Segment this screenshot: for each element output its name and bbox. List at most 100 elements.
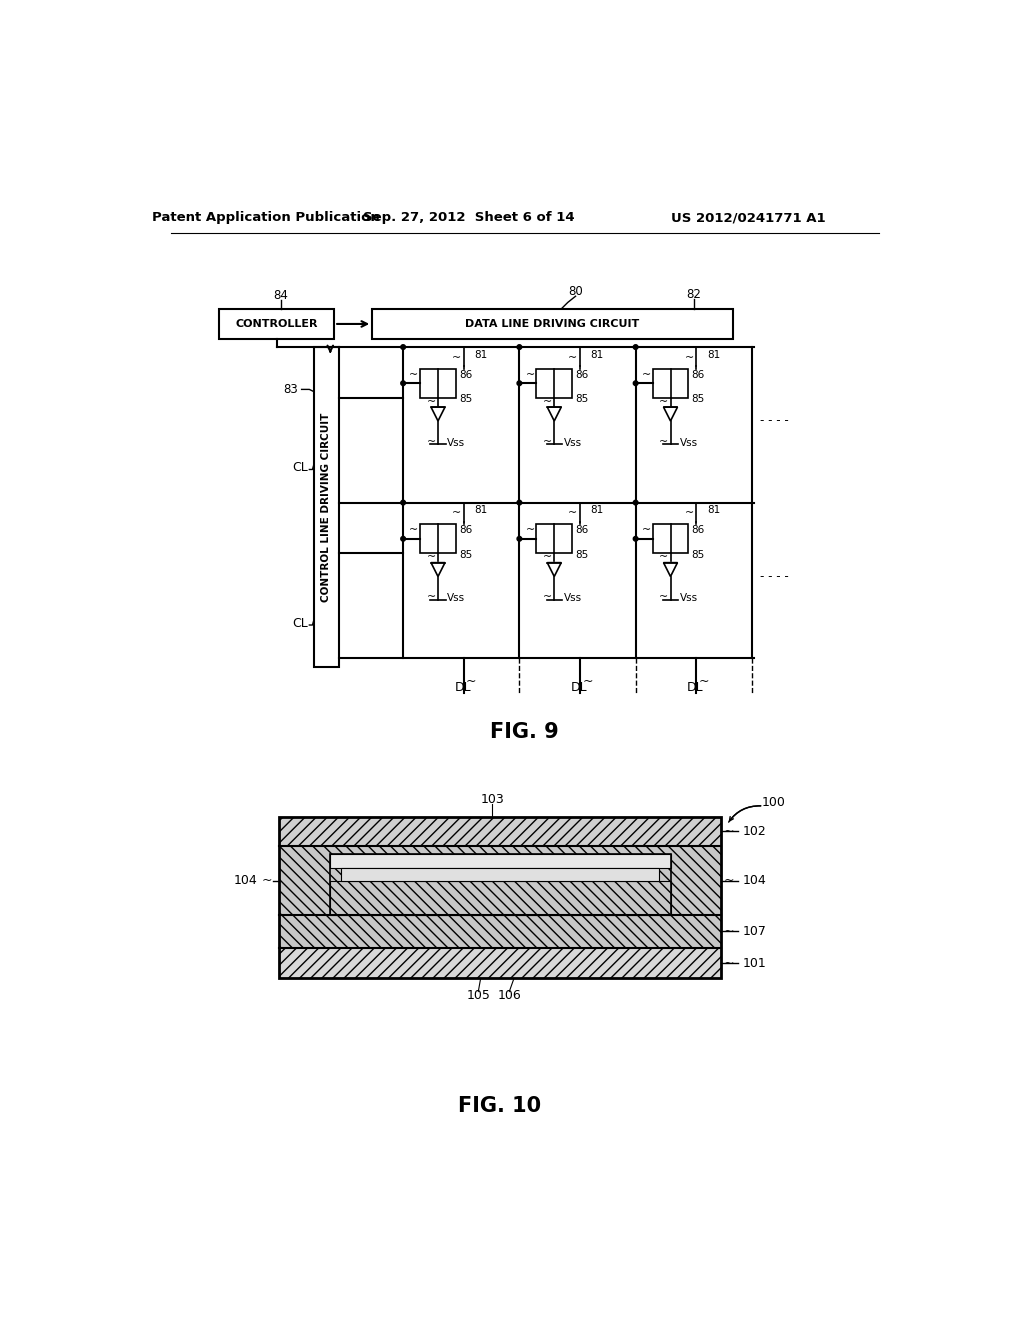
Bar bbox=[314, 347, 339, 667]
Circle shape bbox=[517, 381, 521, 385]
Text: 81: 81 bbox=[591, 506, 604, 515]
Text: 81: 81 bbox=[474, 506, 487, 515]
Text: 85: 85 bbox=[575, 550, 589, 560]
Text: Vss: Vss bbox=[680, 437, 698, 447]
Text: 86: 86 bbox=[459, 525, 472, 536]
Text: - - - -: - - - - bbox=[760, 414, 788, 428]
Circle shape bbox=[633, 536, 638, 541]
Bar bbox=[219, 309, 334, 339]
Text: 104: 104 bbox=[233, 874, 257, 887]
Circle shape bbox=[400, 536, 406, 541]
Text: 86: 86 bbox=[575, 370, 589, 380]
Text: Sep. 27, 2012  Sheet 6 of 14: Sep. 27, 2012 Sheet 6 of 14 bbox=[364, 211, 574, 224]
Text: Vss: Vss bbox=[563, 437, 582, 447]
Text: ~: ~ bbox=[410, 525, 419, 536]
Text: ~: ~ bbox=[658, 397, 669, 407]
Bar bbox=[280, 915, 721, 948]
Text: 85: 85 bbox=[459, 550, 472, 560]
Text: ~: ~ bbox=[642, 370, 651, 380]
Text: 86: 86 bbox=[459, 370, 472, 380]
Text: 80: 80 bbox=[568, 285, 583, 298]
Text: CL: CL bbox=[292, 616, 308, 630]
Circle shape bbox=[400, 381, 406, 385]
Text: ~: ~ bbox=[543, 593, 552, 602]
Bar bbox=[420, 368, 456, 397]
Bar bbox=[330, 882, 671, 915]
Text: 85: 85 bbox=[691, 395, 705, 404]
Text: 81: 81 bbox=[474, 350, 487, 360]
Text: ~: ~ bbox=[684, 352, 693, 363]
Text: ~: ~ bbox=[543, 397, 552, 407]
Text: ~: ~ bbox=[568, 352, 578, 363]
Text: ~: ~ bbox=[658, 552, 669, 562]
Text: ~: ~ bbox=[426, 397, 435, 407]
Circle shape bbox=[400, 500, 406, 506]
Bar bbox=[330, 854, 671, 867]
Text: 81: 81 bbox=[707, 506, 720, 515]
Text: ~: ~ bbox=[543, 552, 552, 562]
Text: ~: ~ bbox=[723, 825, 734, 838]
Text: ~: ~ bbox=[723, 874, 734, 887]
Text: 83: 83 bbox=[284, 383, 299, 396]
Text: 101: 101 bbox=[742, 957, 766, 970]
Circle shape bbox=[400, 345, 406, 350]
Text: 85: 85 bbox=[691, 550, 705, 560]
Circle shape bbox=[633, 500, 638, 506]
Bar bbox=[330, 854, 671, 915]
Text: 84: 84 bbox=[273, 289, 288, 302]
Text: FIG. 10: FIG. 10 bbox=[459, 1096, 542, 1115]
Text: 86: 86 bbox=[575, 525, 589, 536]
Circle shape bbox=[633, 381, 638, 385]
Text: Vss: Vss bbox=[563, 593, 582, 603]
Circle shape bbox=[517, 500, 521, 506]
Bar bbox=[280, 817, 721, 846]
Text: DATA LINE DRIVING CIRCUIT: DATA LINE DRIVING CIRCUIT bbox=[465, 319, 639, 329]
Text: 105: 105 bbox=[466, 989, 490, 1002]
Text: 86: 86 bbox=[691, 525, 705, 536]
Bar bbox=[537, 524, 572, 553]
Text: ~: ~ bbox=[426, 437, 435, 446]
Text: Vss: Vss bbox=[680, 593, 698, 603]
Text: ~: ~ bbox=[583, 675, 593, 688]
Text: - - - -: - - - - bbox=[760, 570, 788, 583]
Text: 102: 102 bbox=[742, 825, 766, 838]
Text: ~: ~ bbox=[261, 874, 272, 887]
Text: ~: ~ bbox=[410, 370, 419, 380]
Bar bbox=[280, 846, 721, 915]
Text: US 2012/0241771 A1: US 2012/0241771 A1 bbox=[671, 211, 825, 224]
Text: ~: ~ bbox=[452, 352, 461, 363]
Text: ~: ~ bbox=[426, 593, 435, 602]
Text: Vss: Vss bbox=[447, 437, 466, 447]
Text: ~: ~ bbox=[723, 925, 734, 939]
Circle shape bbox=[633, 345, 638, 350]
Text: ~: ~ bbox=[525, 370, 535, 380]
Text: ~: ~ bbox=[658, 437, 669, 446]
Text: ~: ~ bbox=[426, 552, 435, 562]
Text: 106: 106 bbox=[498, 989, 521, 1002]
Text: 82: 82 bbox=[686, 288, 701, 301]
Bar bbox=[341, 867, 658, 882]
Text: ~: ~ bbox=[543, 437, 552, 446]
Text: FIG. 9: FIG. 9 bbox=[490, 722, 559, 742]
Text: CONTROL LINE DRIVING CIRCUIT: CONTROL LINE DRIVING CIRCUIT bbox=[322, 412, 332, 602]
Text: DL: DL bbox=[570, 681, 587, 694]
Bar bbox=[280, 817, 721, 978]
Bar bbox=[537, 368, 572, 397]
Text: 103: 103 bbox=[480, 793, 504, 807]
Text: 81: 81 bbox=[591, 350, 604, 360]
Text: ~: ~ bbox=[452, 508, 461, 519]
Bar bbox=[420, 524, 456, 553]
Text: 100: 100 bbox=[762, 796, 785, 809]
Text: 85: 85 bbox=[575, 395, 589, 404]
Text: ~: ~ bbox=[658, 593, 669, 602]
Text: 85: 85 bbox=[459, 395, 472, 404]
Text: ~: ~ bbox=[642, 525, 651, 536]
Text: Vss: Vss bbox=[447, 593, 466, 603]
Circle shape bbox=[517, 536, 521, 541]
Bar bbox=[652, 368, 688, 397]
Text: ~: ~ bbox=[698, 675, 709, 688]
Text: 86: 86 bbox=[691, 370, 705, 380]
Text: CL: CL bbox=[292, 462, 308, 474]
Circle shape bbox=[517, 345, 521, 350]
Text: ~: ~ bbox=[568, 508, 578, 519]
